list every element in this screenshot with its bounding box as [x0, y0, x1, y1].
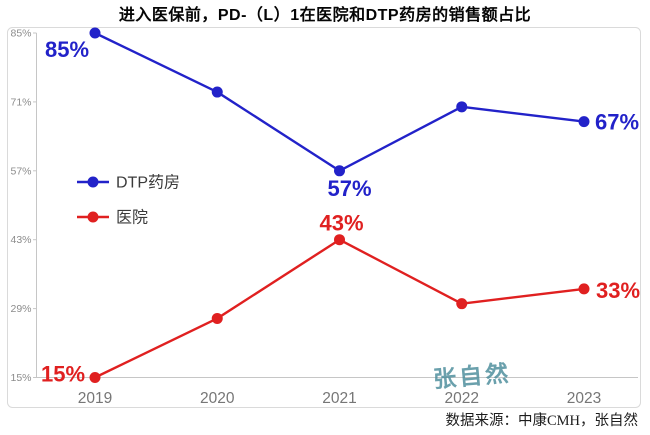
- data-source-note: 数据来源：中康CMH，张自然: [445, 413, 638, 429]
- y-tick-label: 43%: [10, 234, 31, 246]
- data-point-label: 33%: [596, 278, 640, 303]
- data-point: [334, 234, 345, 246]
- legend-label: DTP药房: [116, 174, 180, 192]
- plot-border: [7, 27, 641, 408]
- data-point: [89, 372, 101, 383]
- legend-marker: [87, 211, 99, 223]
- data-point: [456, 101, 468, 113]
- data-point: [211, 86, 223, 98]
- legend-label: 医院: [116, 209, 148, 227]
- x-tick-label: 2020: [200, 390, 235, 407]
- data-point-label: 67%: [595, 110, 639, 135]
- data-point: [456, 298, 468, 310]
- x-tick-label: 2023: [567, 390, 601, 407]
- y-tick-label: 85%: [10, 28, 31, 40]
- y-tick-label: 57%: [10, 165, 31, 177]
- legend-marker: [87, 176, 99, 188]
- data-point-label: 43%: [319, 211, 363, 236]
- data-point: [578, 283, 590, 295]
- x-tick-label: 2022: [445, 390, 479, 407]
- chart-title: 进入医保前，PD-（L）1在医院和DTP药房的销售额占比: [118, 7, 532, 24]
- data-point: [89, 27, 101, 39]
- data-point-label: 57%: [327, 176, 371, 201]
- x-tick-label: 2019: [78, 390, 112, 407]
- x-tick-label: 2021: [322, 390, 356, 407]
- data-point: [211, 312, 223, 324]
- y-tick-label: 15%: [10, 372, 31, 384]
- data-point-label: 85%: [45, 37, 89, 62]
- data-point: [334, 165, 345, 177]
- y-tick-label: 71%: [10, 96, 31, 108]
- y-tick-label: 29%: [10, 303, 31, 315]
- data-point: [578, 116, 590, 128]
- data-point-label: 15%: [41, 362, 85, 387]
